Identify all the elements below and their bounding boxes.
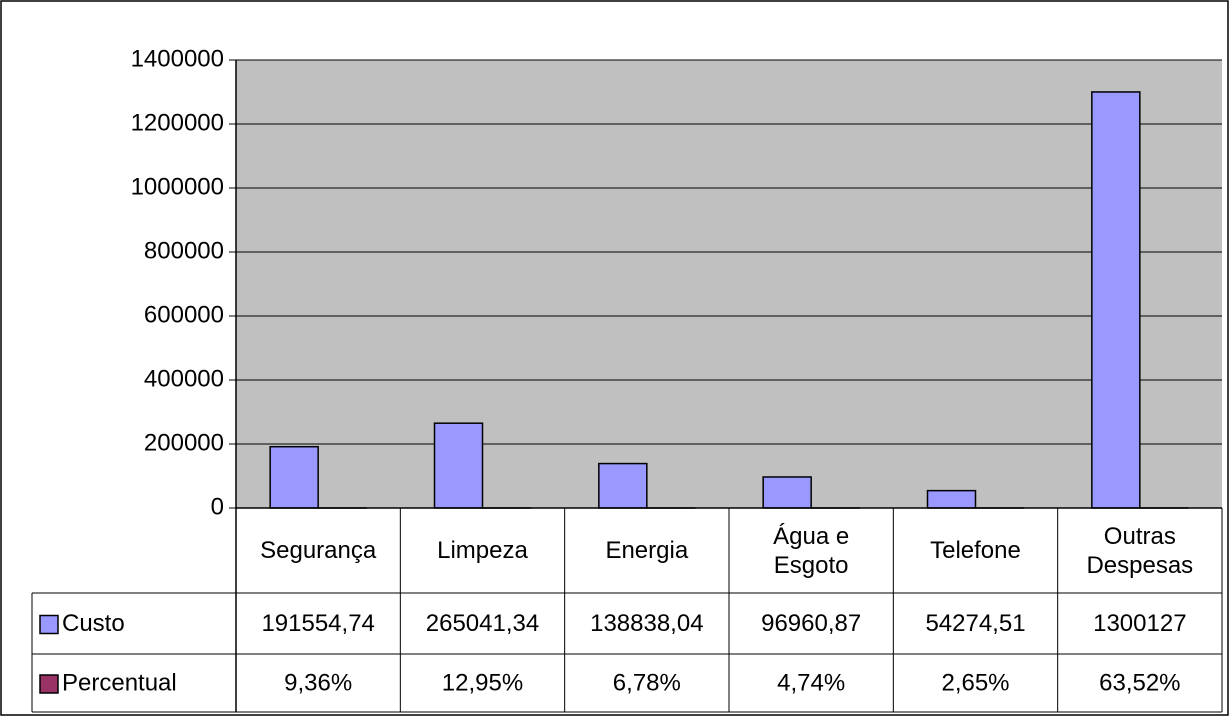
data-label: 2,65% [941, 669, 1009, 696]
x-tick-label-box: Água e Esgoto [729, 508, 893, 593]
data-label: 96960,87 [761, 610, 861, 637]
x-tick-cell: Telefone [893, 508, 1057, 593]
data-label: 265041,34 [426, 610, 539, 637]
data-label: 9,36% [284, 669, 352, 696]
x-tick-label: Telefone [930, 537, 1021, 564]
x-tick-label-box: Outras Despesas [1058, 508, 1222, 593]
x-tick-cell: Água e Esgoto [729, 508, 893, 593]
legend-key [39, 674, 59, 694]
y-tick-label: 1200000 [131, 109, 224, 136]
bar [269, 445, 319, 509]
bar [762, 476, 812, 509]
y-tick-label: 400000 [144, 365, 224, 392]
y-tick-label: 0 [211, 493, 224, 520]
y-tick-label: 1400000 [131, 45, 224, 72]
x-tick-cell: Energia [565, 508, 729, 593]
legend-label: Custo [62, 610, 125, 637]
x-tick-label: Segurança [260, 537, 377, 564]
data-label: 191554,74 [261, 610, 374, 637]
bar [598, 462, 648, 509]
x-tick-label-box: Segurança [236, 508, 400, 593]
data-label: 63,52% [1099, 669, 1180, 696]
x-tick-cell: Outras Despesas [1058, 508, 1222, 593]
data-label: 138838,04 [590, 610, 703, 637]
y-tick-label: 600000 [144, 301, 224, 328]
bar [1091, 91, 1141, 509]
x-tick-cell: Limpeza [400, 508, 564, 593]
bar [433, 422, 484, 509]
plot-area [236, 60, 1222, 508]
x-tick-label-box: Limpeza [400, 508, 564, 593]
data-label: 4,74% [777, 669, 845, 696]
data-label: 54274,51 [925, 610, 1025, 637]
y-tick-label: 200000 [144, 429, 224, 456]
x-tick-label-box: Energia [565, 508, 729, 593]
x-tick-label-box: Telefone [893, 508, 1057, 593]
x-tick-label: Energia [605, 537, 689, 564]
legend-label: Percentual [62, 669, 177, 696]
legend-key [39, 614, 59, 635]
data-label: 6,78% [613, 669, 681, 696]
x-tick-label: Água e Esgoto [773, 522, 850, 579]
y-tick-label: 1000000 [131, 173, 224, 200]
data-label: 12,95% [442, 669, 523, 696]
x-tick-label: Limpeza [437, 537, 528, 564]
data-label: 1300127 [1093, 610, 1186, 637]
x-tick-cell: Segurança [236, 508, 400, 593]
y-tick-label: 800000 [144, 237, 224, 264]
bar [926, 489, 977, 509]
x-tick-label: Outras Despesas [1086, 522, 1194, 579]
